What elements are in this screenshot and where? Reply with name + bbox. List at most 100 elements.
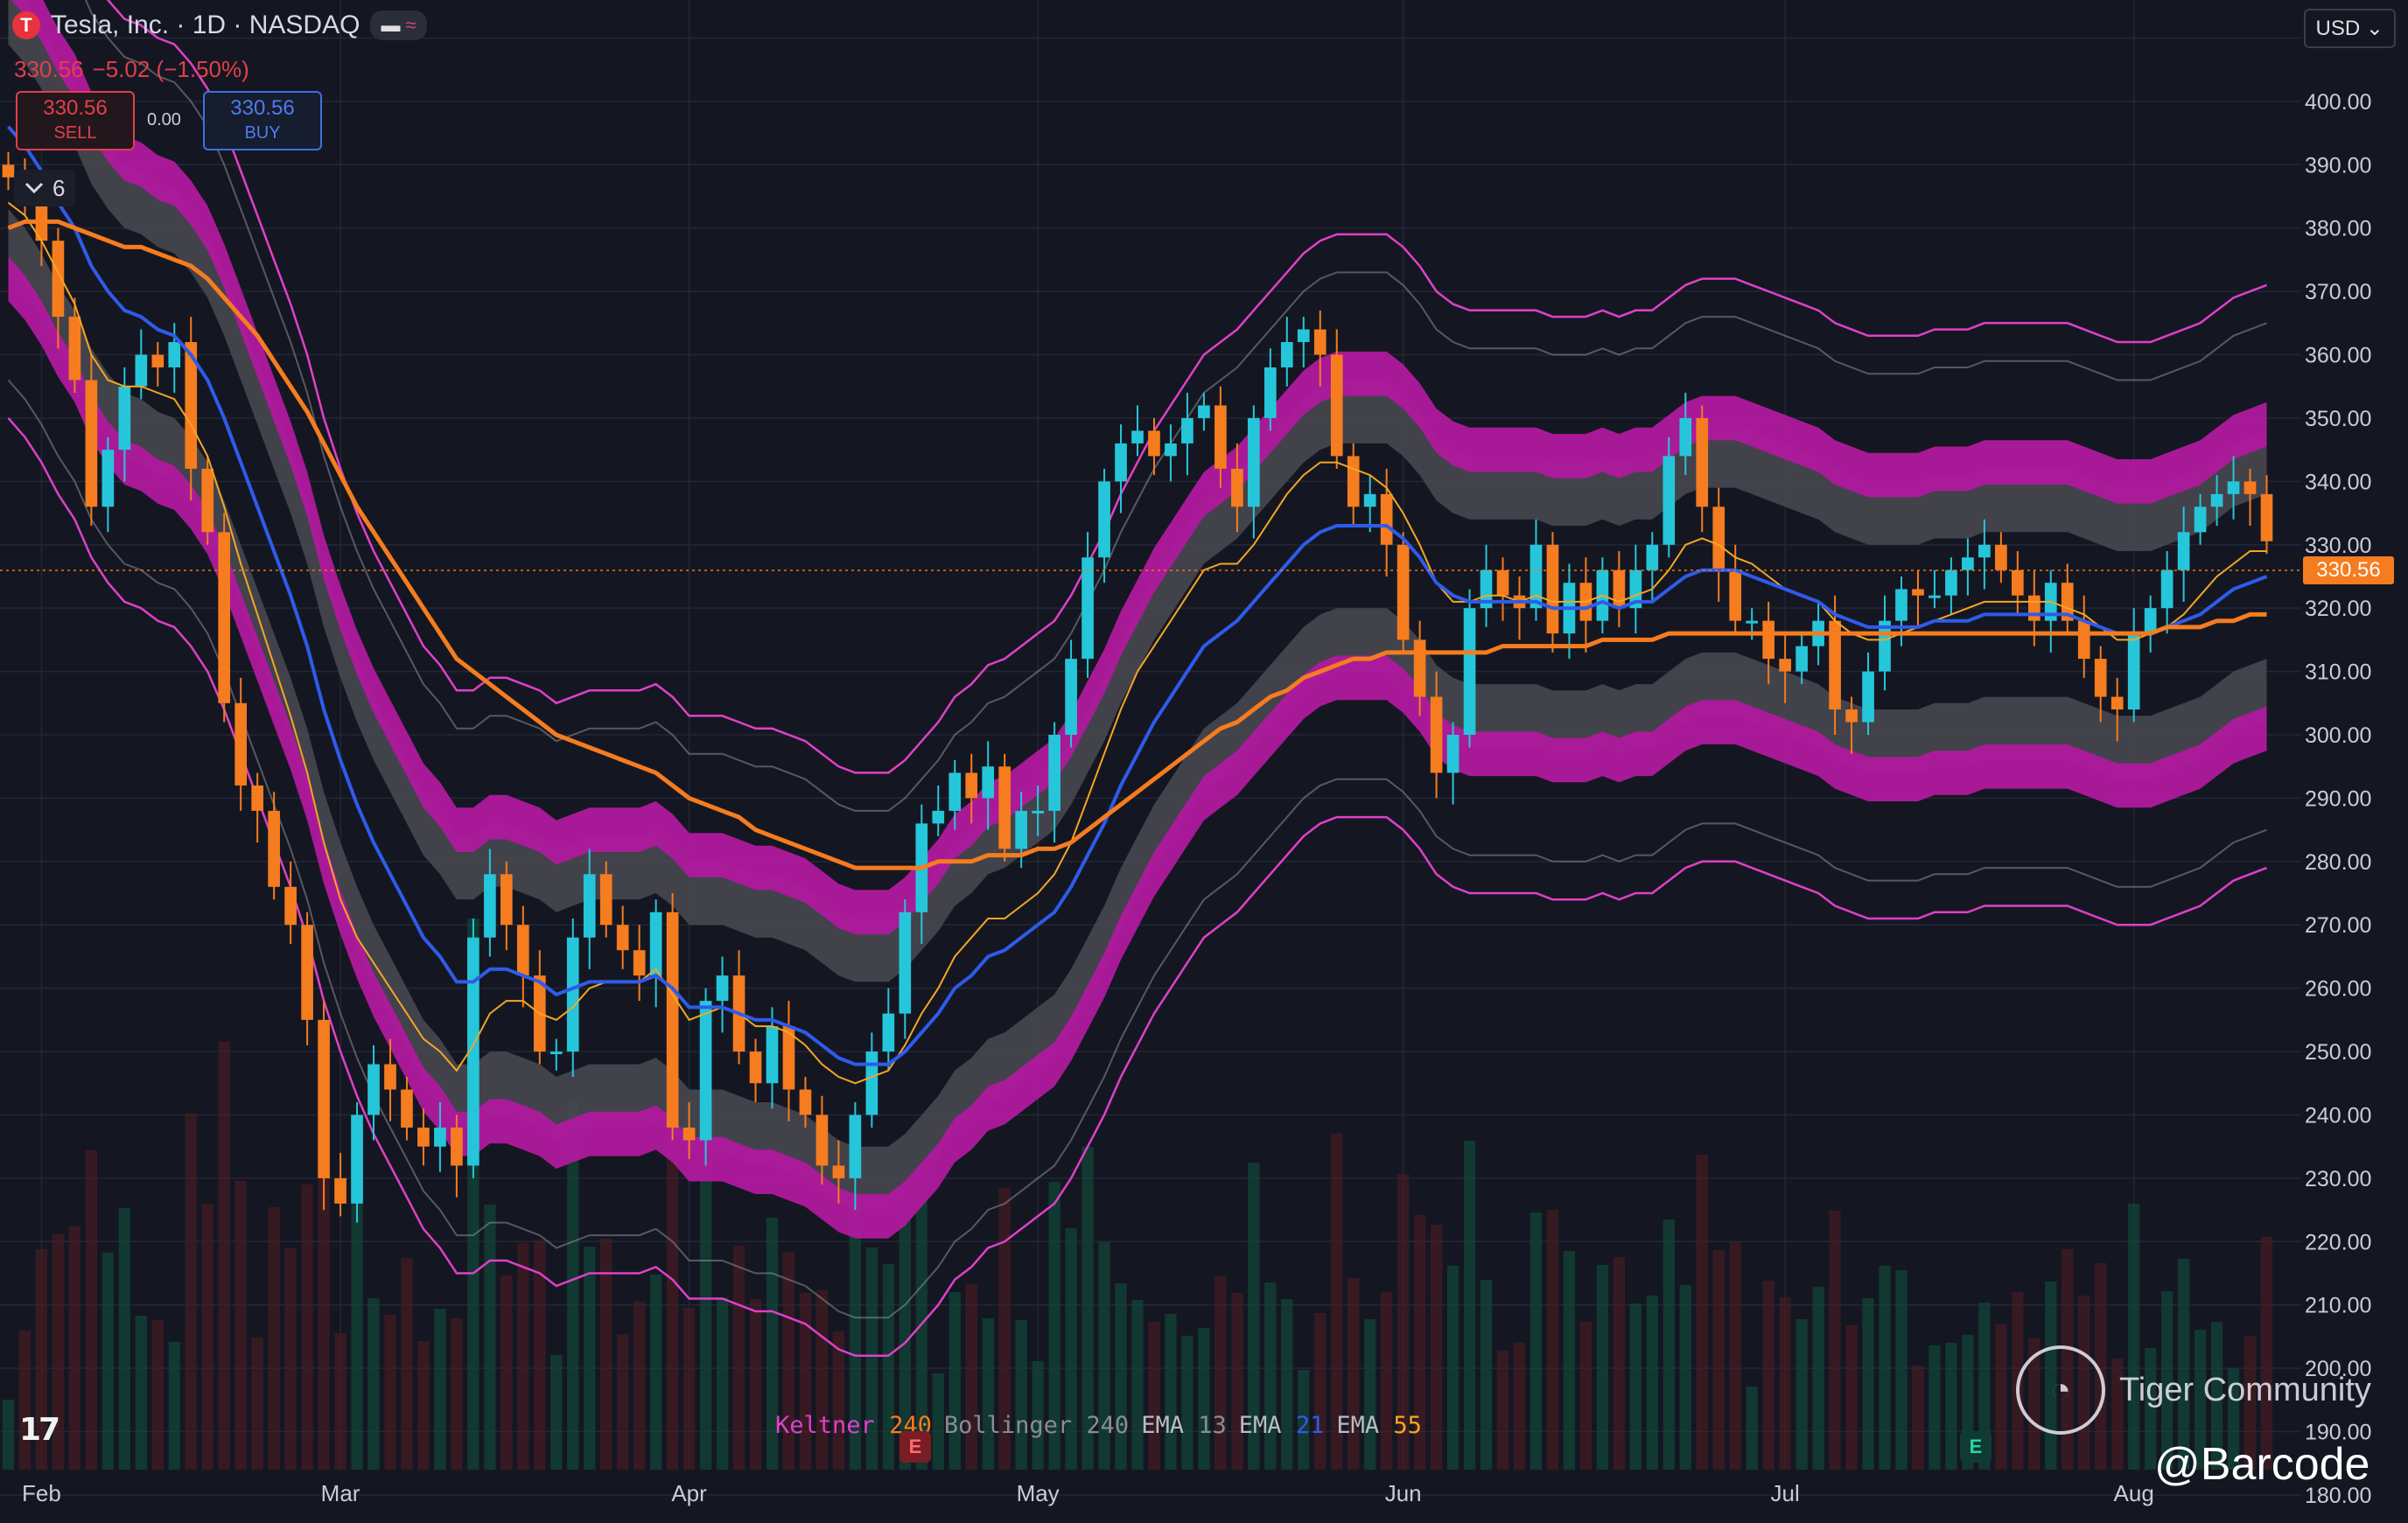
candle-body [1746, 620, 1759, 624]
volume-bar [600, 1239, 612, 1470]
candle-body [1048, 735, 1060, 811]
candle-body [2194, 507, 2207, 533]
volume-bar [1480, 1280, 1493, 1470]
tiger-community-watermark: ◔ Tiger Community [2016, 1345, 2371, 1435]
volume-bar [617, 1334, 629, 1470]
indicator-bands [7, 0, 2267, 1357]
volume-bar [1446, 1266, 1460, 1470]
candle-body [301, 925, 313, 1020]
price-tick-label: 250.00 [2305, 1040, 2371, 1065]
candle-body [583, 874, 596, 938]
volume-bar [2194, 1330, 2207, 1470]
volume-bar [766, 1218, 779, 1470]
watermark-text: Tiger Community [2119, 1371, 2371, 1408]
ema-lines [6, 125, 2268, 1085]
legend-ema55[interactable]: EMA 55 [1336, 1412, 1422, 1439]
tiger-logo-icon: ◔ [2016, 1345, 2105, 1435]
volume-bar [1829, 1211, 1841, 1470]
volume-bar [1348, 1278, 1360, 1470]
candlesticks [2, 151, 2273, 1223]
volume-bar [1430, 1225, 1443, 1470]
volume-bar [634, 1302, 646, 1470]
volume-bar [1082, 1147, 1094, 1470]
volume-bar [284, 1248, 297, 1470]
legend-bollinger[interactable]: Bollinger 240 [944, 1412, 1129, 1439]
candle-body [218, 532, 231, 703]
volume-bar [1148, 1322, 1160, 1470]
volume-bar [1679, 1285, 1691, 1470]
candle-body [982, 766, 995, 799]
legend-bollinger-name: Bollinger [943, 1412, 1073, 1439]
candle-body [1480, 569, 1493, 609]
sell-label: SELL [53, 123, 97, 143]
volume-bar [251, 1338, 263, 1470]
volume-bar [948, 1292, 961, 1470]
time-axis: Feb Mar Apr May Jun Jul Aug [22, 1480, 2154, 1506]
legend-ema13[interactable]: EMA 13 [1141, 1412, 1227, 1439]
currency-selector[interactable]: USD ⌄ [2303, 9, 2396, 48]
candle-body [832, 1165, 845, 1178]
volume-bar [2210, 1322, 2223, 1470]
time-tick-label: Jun [1385, 1480, 1422, 1506]
legend-ema21[interactable]: EMA 21 [1239, 1412, 1325, 1439]
candle-body [2160, 569, 2174, 609]
volume-bar [1065, 1228, 1077, 1470]
indicator-toggle[interactable]: 6 [14, 170, 76, 206]
volume-bar [451, 1318, 463, 1470]
candle-body [1181, 417, 1194, 444]
candle-body [1978, 544, 1991, 558]
legend-bollinger-length: 240 [1086, 1412, 1130, 1439]
volume-bar [2227, 1368, 2240, 1470]
candle-body [1231, 468, 1243, 507]
candle-body [1895, 589, 1908, 621]
volume-bar [682, 1308, 696, 1470]
candle-body [1098, 481, 1110, 558]
time-tick-label: May [1017, 1480, 1060, 1506]
keltner-upper-band [10, 0, 2267, 935]
spread-value: 0.00 [147, 110, 181, 129]
price-tick-label: 240.00 [2305, 1103, 2371, 1128]
candle-body [201, 468, 214, 533]
candle-body [616, 925, 629, 951]
volume-bar [268, 1207, 280, 1470]
volume-bar [301, 1184, 313, 1470]
candle-body [2094, 659, 2107, 697]
earnings-badge[interactable]: E [900, 1431, 931, 1463]
candle-body [68, 317, 81, 381]
volume-bar [699, 1109, 712, 1470]
volume-bar [1048, 1182, 1060, 1470]
candle-body [484, 874, 496, 938]
volume-bar [1115, 1283, 1127, 1470]
volume-bar [1629, 1303, 1642, 1470]
volume-bar [168, 1342, 180, 1470]
minus-icon: ▬ [381, 14, 401, 36]
change-value: −5.02 (−1.50%) [92, 56, 249, 82]
price-tick-label: 390.00 [2305, 153, 2371, 178]
symbol-title[interactable]: Tesla, Inc. · 1D · NASDAQ [51, 10, 360, 39]
volume-bar [18, 1331, 32, 1470]
candle-body [168, 342, 181, 367]
candle-body [2227, 481, 2240, 494]
volume-bar [1214, 1276, 1227, 1470]
price-tick-label: 260.00 [2305, 977, 2371, 1002]
event-badge[interactable]: E [1960, 1431, 1992, 1463]
candle-body [1446, 735, 1460, 773]
sell-button[interactable]: 330.56 SELL [16, 91, 135, 150]
status-pill[interactable]: ▬ ≈ [370, 10, 427, 40]
volume-bar [1413, 1215, 1426, 1470]
candle-body [467, 937, 480, 1166]
candle-body [716, 975, 729, 1002]
candle-body [1496, 569, 1509, 596]
price-axis: 410.00400.00390.00380.00370.00360.00350.… [2305, 26, 2371, 1508]
candle-body [932, 810, 945, 824]
volume-bar [118, 1208, 130, 1470]
legend-ema21-length: 21 [1295, 1412, 1325, 1439]
volume-bar [218, 1042, 230, 1470]
legend-keltner[interactable]: Keltner 240 [775, 1412, 932, 1439]
volume-bar [417, 1341, 430, 1470]
volume-bar [234, 1181, 247, 1470]
candle-body [2260, 493, 2273, 541]
buy-button[interactable]: 330.56 BUY [203, 91, 322, 150]
volume-bar [1098, 1242, 1110, 1470]
